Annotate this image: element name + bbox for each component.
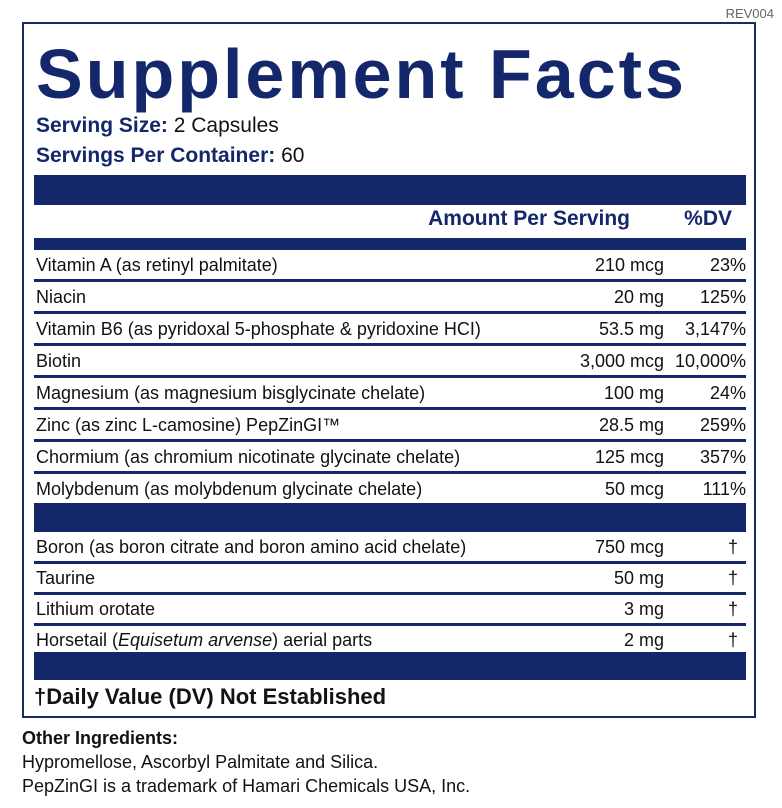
nutrient-dv: 23% (709, 255, 746, 275)
other-ingredients-heading: Other Ingredients: (22, 728, 179, 748)
nutrient-dv: 10,000% (674, 351, 746, 371)
servings-per-container-value: 60 (281, 144, 305, 167)
daily-value-footnote: †Daily Value (DV) Not Established (34, 684, 387, 709)
nutrient-name: Biotin (36, 351, 82, 371)
nutrient-amount: 20 mg (613, 287, 664, 307)
nutrient-name-suffix: ) aerial parts (272, 630, 373, 650)
nutrient-dv: 357% (699, 447, 746, 467)
nutrient-name: Molybdenum (as molybdenum glycinate chel… (36, 479, 423, 499)
supplement-facts-panel: Supplement Facts Serving Size: 2 Capsule… (22, 22, 756, 718)
nutrient-row: Niacin 20 mg 125% (34, 284, 746, 314)
dagger-mark: † (727, 599, 738, 619)
nutrient-dv: 259% (699, 415, 746, 435)
serving-size-value: 2 Capsules (173, 114, 279, 137)
serving-size-label: Serving Size: (36, 114, 168, 137)
other-nutrient-row: Taurine 50 mg † (34, 565, 746, 595)
nutrient-name-latin: Equisetum arvense (118, 630, 273, 650)
nutrient-amount: 53.5 mg (598, 319, 664, 339)
nutrient-dv: 3,147% (684, 319, 746, 339)
medium-divider (34, 238, 746, 250)
nutrient-amount: 210 mcg (594, 255, 664, 275)
nutrient-row: Vitamin B6 (as pyridoxal 5-phosphate & p… (34, 316, 746, 346)
other-nutrient-row: Boron (as boron citrate and boron amino … (34, 534, 746, 564)
thick-divider-middle (34, 506, 746, 532)
nutrient-amount: 750 mcg (594, 537, 664, 557)
dagger-mark: † (727, 568, 738, 588)
nutrient-name: Boron (as boron citrate and boron amino … (36, 537, 467, 557)
servings-per-container-label: Servings Per Container: (36, 144, 276, 167)
nutrient-amount: 125 mcg (594, 447, 664, 467)
nutrient-name: Chormium (as chromium nicotinate glycina… (36, 447, 461, 467)
other-ingredients: Other Ingredients: Hypromellose, Ascorby… (22, 726, 470, 798)
nutrient-name: Magnesium (as magnesium bisglycinate che… (36, 383, 426, 403)
nutrient-amount: 50 mg (613, 568, 664, 588)
nutrient-dv: 125% (699, 287, 746, 307)
serving-size: Serving Size: 2 Capsules (36, 114, 279, 138)
nutrient-name: Lithium orotate (36, 599, 156, 619)
nutrient-row: Chormium (as chromium nicotinate glycina… (34, 444, 746, 474)
other-ingredients-text: Hypromellose, Ascorbyl Palmitate and Sil… (22, 752, 379, 772)
dv-header: %DV (684, 207, 732, 230)
nutrient-dv: 111% (702, 479, 746, 499)
nutrient-row: Molybdenum (as molybdenum glycinate chel… (34, 476, 746, 506)
nutrient-amount: 3 mg (623, 599, 664, 619)
trademark-notice: PepZinGI is a trademark of Hamari Chemic… (22, 776, 471, 796)
nutrient-amount: 3,000 mcg (579, 351, 664, 371)
nutrient-name: Horsetail (Equisetum arvense) aerial par… (36, 630, 372, 651)
revision-code: REV004 (725, 6, 774, 21)
nutrient-name: Vitamin B6 (as pyridoxal 5-phosphate & p… (36, 319, 481, 339)
nutrient-row: Zinc (as zinc L-camosine) PepZinGI™ 28.5 … (34, 412, 746, 442)
nutrient-row: Magnesium (as magnesium bisglycinate che… (34, 380, 746, 410)
nutrient-amount: 50 mcg (604, 479, 664, 499)
panel-title: Supplement Facts (36, 35, 687, 113)
nutrient-row: Vitamin A (as retinyl palmitate) 210 mcg 2… (34, 252, 746, 282)
nutrient-name: Niacin (36, 287, 87, 307)
nutrient-amount: 100 mg (603, 383, 664, 403)
nutrient-dv: 24% (709, 383, 746, 403)
nutrient-name: Vitamin A (as retinyl palmitate) (36, 255, 278, 275)
nutrient-name: Taurine (36, 568, 96, 588)
column-header: Amount Per Serving %DV (34, 201, 746, 239)
dagger-mark: † (727, 537, 738, 557)
nutrient-name: Zinc (as zinc L-camosine) PepZinGI™ (36, 415, 341, 435)
nutrient-amount: 2 mg (623, 630, 664, 650)
nutrient-name-prefix: Horsetail ( (36, 630, 119, 650)
thick-divider-bottom (34, 652, 746, 680)
thick-divider-top (34, 175, 746, 205)
other-nutrient-row: Lithium orotate 3 mg † (34, 596, 746, 626)
nutrient-row: Biotin 3,000 mcg 10,000% (34, 348, 746, 378)
servings-per-container: Servings Per Container: 60 (36, 144, 304, 168)
nutrient-amount: 28.5 mg (598, 415, 664, 435)
dagger-mark: † (727, 630, 738, 650)
amount-per-serving-header: Amount Per Serving (428, 207, 630, 230)
